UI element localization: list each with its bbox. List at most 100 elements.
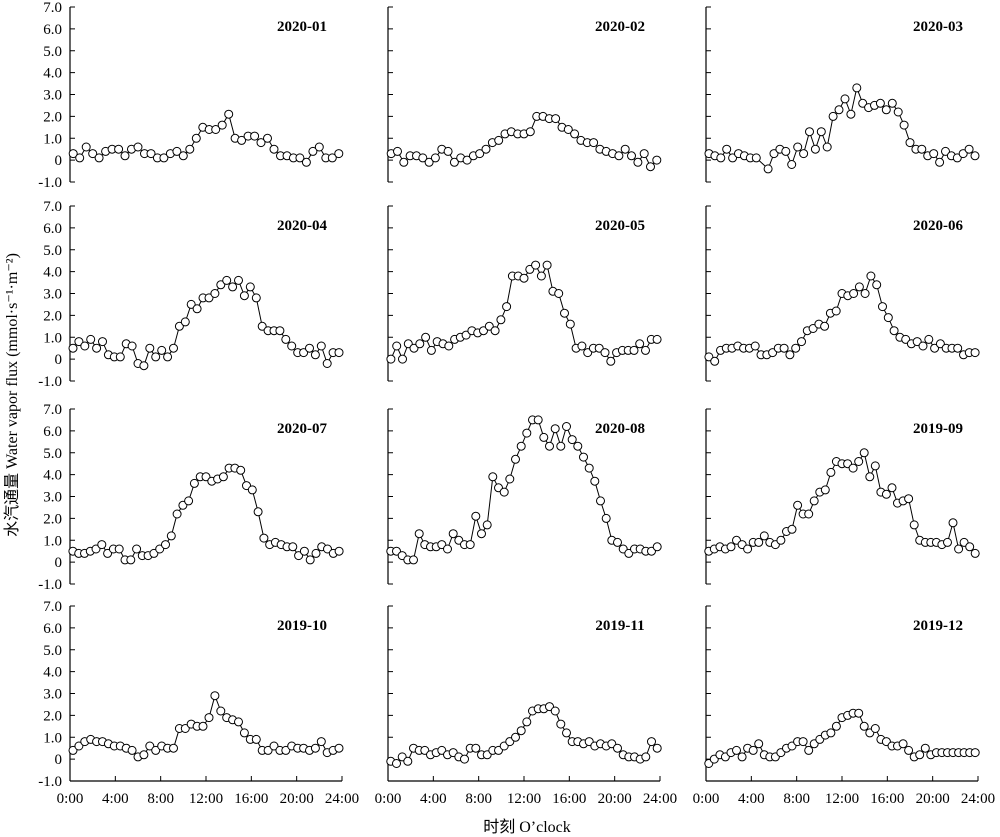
data-point	[295, 153, 305, 163]
y-tick-label: 1.0	[43, 730, 62, 746]
panel-2020-01: 7.0 6.0 5.0 4.0 3.0 2.0 1.0 0 -1.0 2020-01	[38, 0, 344, 191]
data-point	[204, 293, 214, 303]
data-point	[415, 339, 425, 349]
data-point	[759, 531, 769, 541]
data-point	[94, 153, 104, 163]
data-point	[516, 726, 526, 736]
data-point	[399, 157, 409, 167]
y-tick-label: 3.0	[43, 287, 62, 303]
data-point	[218, 472, 228, 482]
data-point	[228, 282, 238, 292]
data-point	[98, 337, 107, 347]
data-point	[490, 326, 500, 336]
data-point	[222, 275, 232, 285]
panel-2019-10: 7.0 6.0 5.0 4.0 3.0 2.0 1.0 0 -1.00:00 4:00 8:00 12…	[38, 599, 359, 807]
data-point	[846, 109, 856, 119]
data-point	[74, 741, 84, 751]
data-point	[834, 105, 844, 115]
data-point	[554, 289, 564, 298]
data-point	[471, 511, 481, 521]
y-tick-label: -1.0	[38, 774, 62, 790]
data-point	[904, 745, 914, 755]
data-point	[299, 546, 309, 556]
data-point	[494, 135, 504, 145]
data-point	[481, 144, 491, 154]
data-point	[247, 485, 257, 495]
y-tick-label: 5.0	[43, 446, 62, 462]
data-point	[743, 544, 753, 554]
y-tick-label: 5.0	[43, 243, 62, 259]
data-point	[728, 153, 738, 163]
data-point	[191, 133, 201, 143]
x-tick-label: 12:00	[189, 791, 223, 807]
data-point	[97, 540, 107, 550]
data-point	[409, 555, 418, 565]
data-point	[505, 474, 515, 484]
x-tick-label: 16:00	[552, 791, 586, 807]
data-point	[883, 313, 893, 323]
data-point	[887, 483, 897, 493]
data-point	[169, 743, 178, 753]
data-point	[970, 348, 980, 358]
data-point	[542, 260, 552, 270]
x-tick-label: 24:00	[325, 791, 359, 807]
data-point	[964, 144, 974, 154]
data-point	[334, 348, 344, 358]
data-point	[522, 428, 532, 438]
panel-2019-12: 0:00 4:00 8:00 12:00 16:00 20:00 24:00 2019-12	[693, 605, 995, 807]
data-point	[239, 728, 249, 738]
data-point	[174, 321, 184, 331]
data-point	[970, 548, 980, 558]
data-point	[776, 535, 786, 545]
y-tick-label: 4.0	[43, 265, 62, 281]
data-point	[475, 149, 485, 159]
data-point	[917, 144, 927, 154]
data-point	[826, 467, 836, 477]
data-point	[652, 542, 662, 552]
data-point	[849, 289, 859, 298]
data-point	[601, 513, 611, 523]
data-point	[563, 125, 573, 134]
y-tick-label: 3.0	[43, 490, 62, 506]
data-point	[590, 476, 600, 486]
data-point	[533, 415, 543, 425]
data-point	[310, 350, 320, 360]
data-point	[904, 494, 914, 504]
data-point	[769, 149, 779, 159]
x-tick-label: 8:00	[465, 791, 492, 807]
panel-2020-07: 7.0 6.0 5.0 4.0 3.0 2.0 1.0 0 -1.0 2020-07	[38, 402, 344, 593]
data-point	[139, 361, 149, 371]
x-tick-label: 8:00	[783, 791, 810, 807]
data-point	[393, 146, 402, 156]
data-point	[216, 280, 226, 290]
data-point	[878, 302, 887, 312]
data-point	[831, 721, 841, 731]
data-point	[114, 144, 124, 154]
data-point	[88, 149, 98, 159]
x-tick-label: 0:00	[693, 791, 720, 807]
data-point	[236, 465, 246, 475]
data-point	[627, 151, 636, 161]
y-tick-label: 6.0	[43, 424, 62, 440]
data-point	[511, 454, 520, 464]
data-point	[322, 359, 332, 368]
data-point	[210, 289, 220, 298]
data-point	[791, 343, 801, 353]
data-point	[652, 743, 662, 753]
y-tick-label: 5.0	[43, 643, 62, 659]
data-point	[652, 155, 662, 165]
panel-title: 2020-04	[277, 218, 327, 234]
data-point	[448, 529, 458, 539]
data-point	[403, 756, 413, 766]
data-point	[499, 487, 509, 497]
data-point	[216, 706, 226, 716]
data-point	[430, 153, 440, 163]
data-point	[958, 149, 968, 159]
data-point	[74, 337, 84, 347]
data-point	[334, 743, 344, 753]
data-point	[127, 745, 137, 755]
data-point	[184, 496, 194, 506]
data-point	[421, 332, 431, 342]
data-point	[716, 153, 726, 163]
